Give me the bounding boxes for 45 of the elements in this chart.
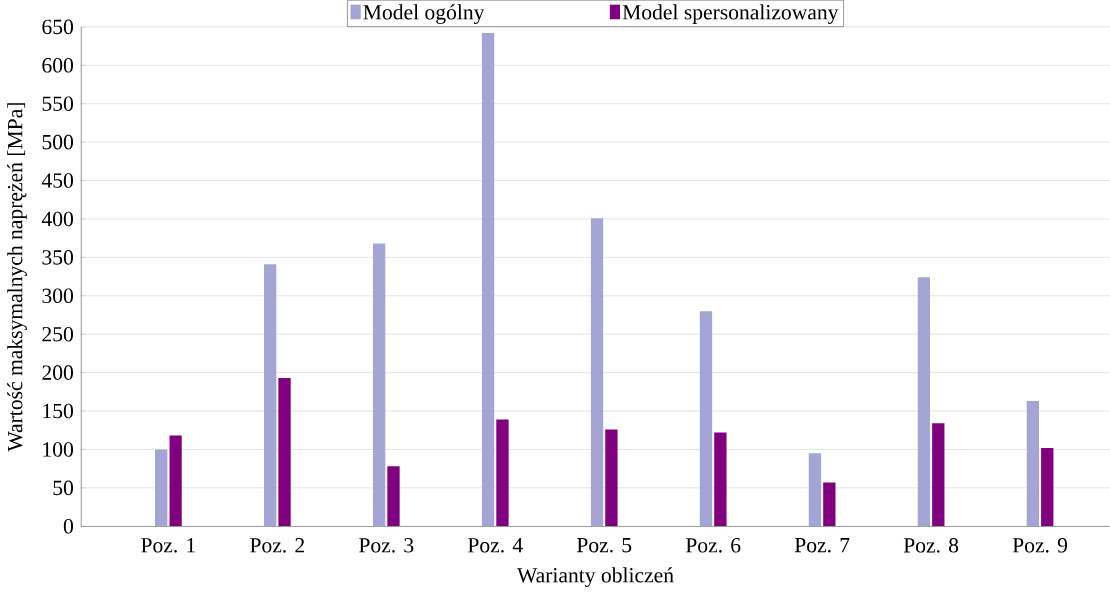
bar	[169, 435, 182, 527]
x-tick-label: Poz. 4	[468, 537, 523, 553]
bar	[372, 243, 386, 527]
y-tick-label: 200	[42, 365, 74, 380]
x-tick-label: Poz. 8	[903, 537, 959, 553]
legend-label: Model ogólny	[363, 4, 485, 24]
bar	[699, 311, 713, 527]
bar	[590, 218, 604, 527]
bar	[263, 264, 277, 527]
y-tick-label: 400	[41, 211, 74, 227]
bar	[278, 377, 291, 527]
bar	[481, 32, 495, 527]
bar	[1041, 447, 1054, 527]
y-tick-label: 500	[42, 134, 74, 150]
legend-label: Model spersonalizowany	[622, 4, 839, 24]
x-tick-label: Poz. 1	[141, 537, 195, 553]
y-tick-label: 300	[42, 288, 74, 303]
x-tick-label: Poz. 2	[250, 537, 305, 553]
y-tick-label: 0	[63, 518, 74, 534]
y-tick-label: 50	[53, 480, 74, 496]
y-tick-label: 550	[42, 96, 74, 111]
y-axis-title: Wartość maksymalnych naprężeń [MPa]	[7, 103, 27, 452]
y-tick-label: 100	[43, 442, 74, 457]
bar	[155, 449, 168, 527]
y-tick-label: 600	[42, 57, 74, 73]
x-axis-title: Warianty obliczeń	[517, 567, 674, 587]
y-tick-label: 250	[42, 326, 74, 342]
bar	[714, 432, 727, 527]
bar	[932, 423, 945, 527]
bar	[917, 277, 931, 527]
x-tick-label: Poz. 9	[1012, 537, 1068, 553]
bar	[808, 453, 822, 527]
y-tick-label: 350	[42, 250, 74, 265]
bar	[823, 482, 836, 527]
bar	[387, 466, 400, 527]
x-tick-label: Poz. 3	[359, 537, 414, 553]
x-tick-label: Poz. 5	[576, 537, 632, 553]
bar	[1026, 400, 1040, 527]
x-tick-label: Poz. 6	[685, 537, 741, 553]
y-tick-label: 650	[42, 19, 74, 35]
bar	[605, 429, 618, 527]
x-tick-label: Poz. 7	[794, 537, 850, 553]
y-tick-label: 150	[43, 403, 74, 419]
y-tick-label: 450	[41, 173, 74, 188]
bar	[496, 419, 509, 527]
